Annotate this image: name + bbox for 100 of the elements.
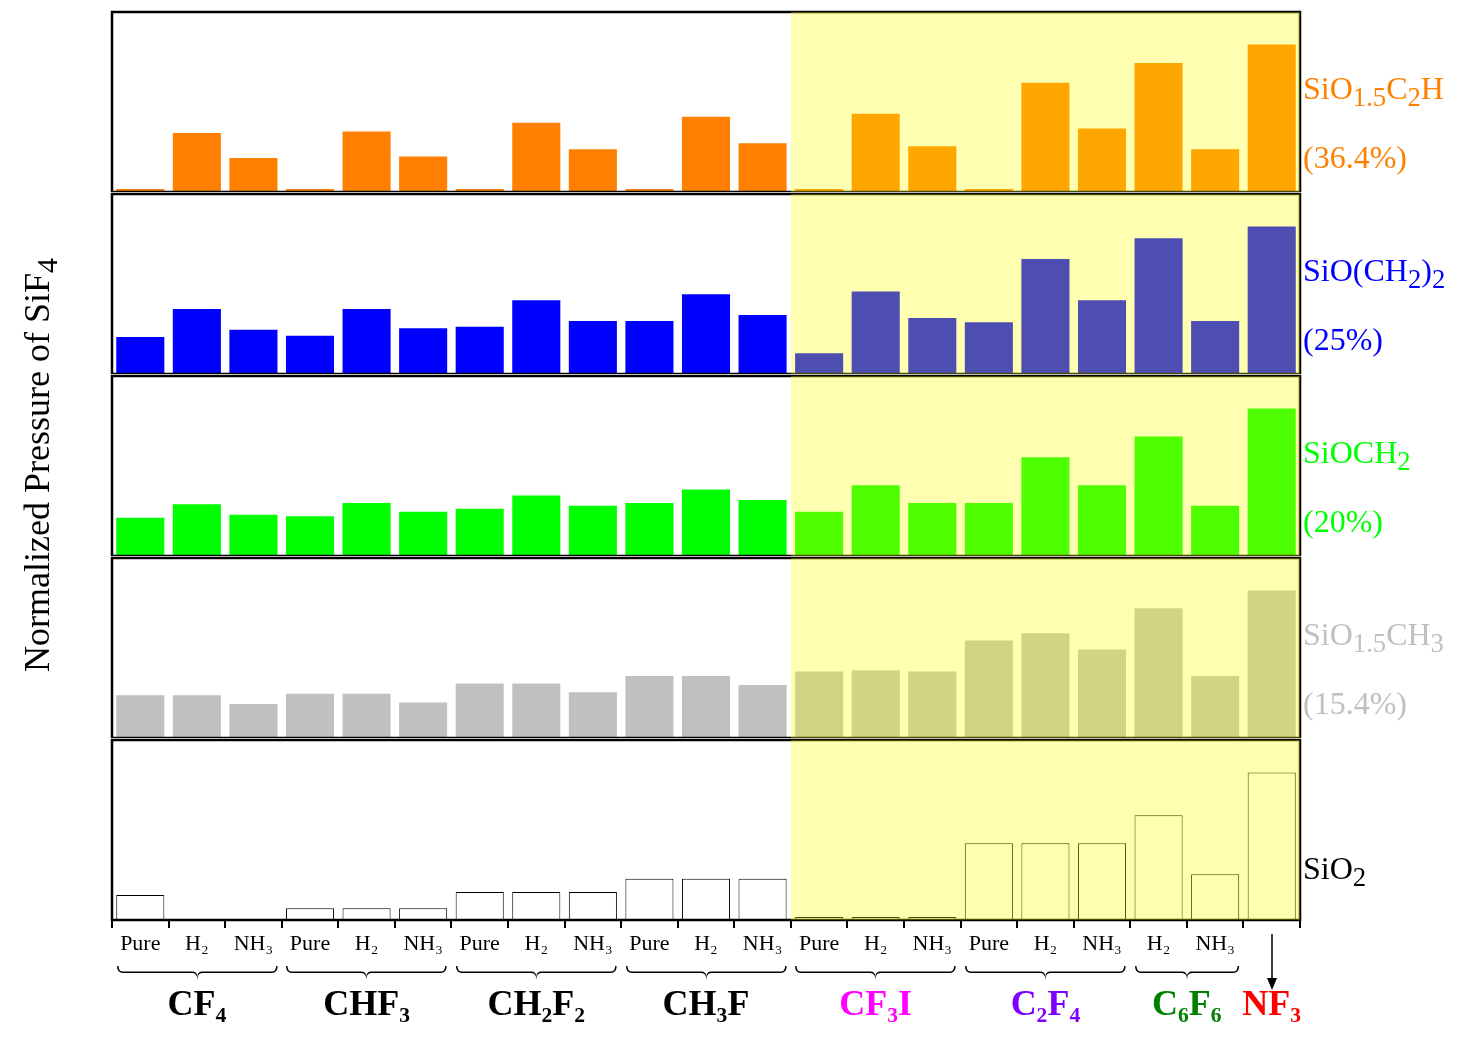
x-tick-label: Pure: [798, 929, 840, 955]
bar: [399, 702, 448, 738]
bar: [1247, 44, 1296, 192]
bar: [1021, 258, 1070, 374]
bar: [738, 314, 787, 374]
bar: [116, 517, 165, 556]
bar: [1077, 649, 1127, 738]
bar: [229, 158, 278, 192]
x-tick-label: H₂: [185, 929, 209, 955]
text: CHF₃: [322, 982, 411, 1024]
text: CF₃I: [838, 982, 914, 1024]
bar: [172, 309, 221, 374]
bar: [1077, 128, 1127, 192]
bar: [681, 116, 731, 192]
bar: [1077, 300, 1127, 374]
bar: [681, 489, 731, 556]
bar: [738, 499, 787, 556]
bar: [455, 508, 504, 556]
bar: [399, 156, 448, 192]
bar: [908, 146, 957, 192]
bar: [285, 335, 335, 374]
x-tick-label: Pure: [968, 929, 1010, 955]
bar: [1134, 238, 1183, 374]
text: CH₂F₂: [486, 982, 587, 1024]
bar: [964, 322, 1013, 374]
x-tick-label: H₂: [524, 929, 549, 955]
bar: [399, 511, 448, 556]
bar: [625, 502, 674, 556]
bar: [1247, 226, 1296, 374]
bar: [285, 693, 335, 738]
bar: [851, 291, 900, 374]
series-label: SiO$_{1.5}$CH$_{3}$: [1303, 615, 1444, 661]
x-tick-label: H₂: [1146, 929, 1171, 955]
x-tick-label: Pure: [459, 929, 500, 955]
bar: [568, 320, 617, 374]
bar: [851, 113, 900, 192]
text: NF₃: [1242, 983, 1302, 1023]
bar: [625, 320, 674, 374]
bar: [908, 502, 957, 556]
x-tick-label: H₂: [1033, 929, 1058, 955]
series-label: SiO$_{1.5}$C$_{2}$H: [1303, 69, 1444, 115]
series-label: SiOCH$_{2}$: [1303, 433, 1411, 479]
bar: [399, 328, 448, 374]
x-tick-label: NH₃: [742, 929, 783, 955]
text: (25%): [1303, 320, 1384, 360]
text: C₆F₆: [1152, 983, 1222, 1023]
bar: [1021, 457, 1070, 556]
text: CF₄: [166, 982, 228, 1024]
bar: [455, 683, 504, 738]
bar: [1247, 590, 1296, 738]
bar: [625, 676, 674, 738]
bar: [229, 329, 278, 374]
text: CH₃F: [661, 982, 751, 1024]
x-tick-label: NH₃: [1195, 929, 1235, 955]
bar: [795, 671, 844, 738]
bar: [851, 485, 900, 556]
bar: [964, 640, 1013, 738]
bar: [342, 502, 391, 556]
bar: [1021, 633, 1070, 738]
bar: [116, 337, 165, 374]
bar: [512, 122, 561, 192]
bar: [1134, 608, 1183, 738]
bar: [568, 149, 617, 192]
series-label: SiO$_{2}$: [1303, 849, 1367, 895]
bar: [116, 695, 165, 738]
bar: [568, 692, 617, 738]
bar: [1191, 676, 1240, 738]
bar: [1191, 149, 1240, 192]
bar: [908, 671, 957, 738]
bar: [172, 695, 221, 738]
x-tick-label: NH₃: [233, 929, 274, 955]
x-tick-label: NH₃: [1082, 929, 1122, 955]
bar: [568, 505, 617, 556]
bar: [342, 693, 391, 738]
x-tick-label: NH₃: [573, 929, 613, 955]
x-tick-label: NH₃: [912, 929, 953, 955]
bar: [455, 326, 504, 374]
bar: [681, 676, 731, 738]
bar: [1191, 320, 1240, 374]
x-tick-label: H₂: [863, 929, 888, 955]
bar: [512, 683, 561, 738]
bar: [795, 353, 844, 374]
bar: [908, 317, 957, 374]
bar: [512, 495, 561, 556]
bar: [1134, 436, 1183, 556]
bar: [738, 143, 787, 192]
bar: [1247, 408, 1296, 556]
bar: [172, 132, 221, 192]
x-tick-label: H₂: [694, 929, 718, 955]
x-tick-label: NH₃: [403, 929, 443, 955]
bar: [229, 514, 278, 556]
x-tick-label: H₂: [354, 929, 379, 955]
bar: [1191, 505, 1240, 556]
text: (20%): [1303, 502, 1384, 542]
bar: [342, 309, 391, 374]
bar: [1077, 485, 1127, 556]
bar: [851, 670, 900, 738]
bar: [172, 504, 221, 556]
bar: [512, 300, 561, 374]
x-tick-label: Pure: [629, 929, 670, 955]
